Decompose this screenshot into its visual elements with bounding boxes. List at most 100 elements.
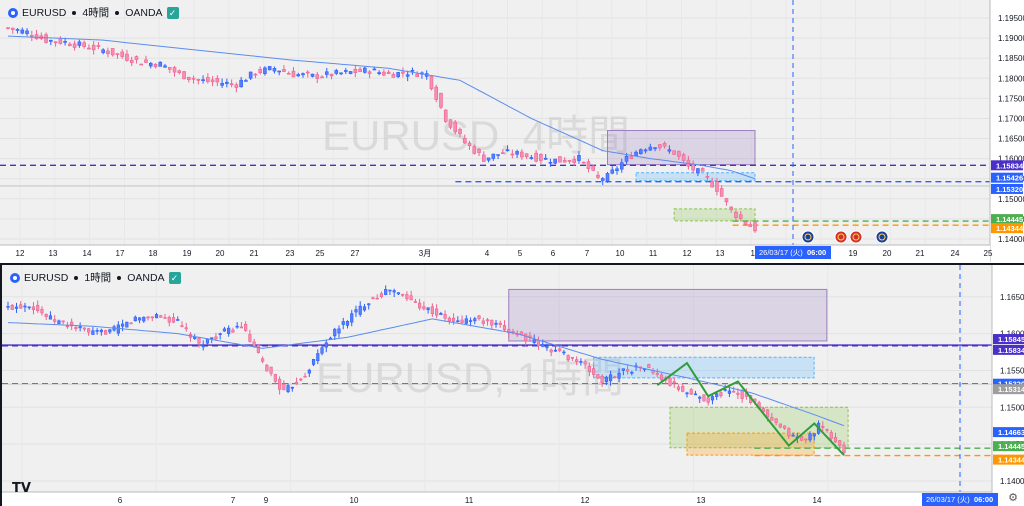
gear-icon[interactable]: ⚙ (1008, 492, 1018, 504)
candle-body (10, 27, 15, 30)
candle-body (485, 319, 490, 322)
chart-1h-canvas[interactable]: EURUSD, 1時間1.165001.160001.155001.150001… (2, 265, 1024, 506)
level-label-box (991, 223, 1023, 234)
candle-body (95, 330, 99, 332)
level-label-box (993, 344, 1024, 355)
candle-body (367, 303, 371, 306)
candle-body (572, 158, 576, 163)
candle-body (44, 314, 48, 317)
candle-body (553, 349, 558, 352)
candle-body (443, 314, 447, 319)
level-label-box (993, 427, 1024, 438)
candle-body (808, 433, 812, 441)
candle-body (524, 153, 529, 158)
candle-body (31, 306, 36, 311)
candle-body (299, 378, 303, 381)
candle-body (354, 309, 358, 313)
candle-body (426, 307, 430, 311)
candle-body (99, 329, 103, 333)
y-tick-label: 1.15000 (1000, 403, 1024, 412)
wave-line (656, 361, 845, 456)
x-tick-label: 19 (183, 249, 192, 258)
us-flag-icon (834, 230, 848, 244)
candle-body (634, 151, 638, 157)
cursor-date-label: 26/03/17 (火) (759, 248, 803, 257)
candle-body (294, 381, 299, 385)
candle-body (101, 49, 105, 53)
candle-body (447, 317, 451, 322)
time-axis (0, 245, 990, 262)
candle-body (738, 214, 743, 219)
candle-body (222, 328, 227, 332)
candle-body (167, 316, 171, 323)
candle-body (396, 292, 401, 295)
candle-body (729, 206, 734, 210)
candle-body (363, 67, 367, 73)
candle-body (698, 396, 702, 399)
candle-body (439, 92, 443, 108)
level-label: 1.15320 (996, 185, 1023, 194)
candle-body (49, 40, 53, 42)
candle-body (231, 329, 235, 333)
candle-body (375, 297, 379, 300)
candle-body (384, 288, 388, 295)
candle-body (180, 325, 184, 327)
candle-body (139, 63, 144, 66)
candle-body (286, 72, 291, 75)
candle-body (348, 71, 353, 74)
candle-body (53, 41, 58, 44)
candle-body (77, 41, 82, 46)
cursor-time-label: 06:00 (807, 248, 826, 257)
candle-body (14, 306, 19, 309)
chart-panel-4h[interactable]: EURUSD, 4時間1.195001.190001.185001.180001… (0, 0, 1024, 262)
level-label: 1.15845 (998, 335, 1024, 344)
chart-1h-header: EURUSD 1時間 OANDA ✓ (10, 270, 181, 285)
candle-body (558, 348, 562, 351)
candle-body (386, 71, 391, 74)
candle-body (324, 71, 329, 75)
candle-body (269, 366, 273, 374)
x-tick-label: 14 (83, 249, 92, 258)
candle-body (171, 317, 176, 323)
candle-body (205, 338, 210, 344)
candle-body (630, 371, 634, 374)
candle-body (201, 345, 205, 348)
candle-body (608, 374, 613, 382)
candle-body (761, 408, 765, 413)
candle-body (625, 369, 630, 372)
candle-body (659, 374, 664, 381)
candle-body (120, 51, 124, 57)
candle-body (282, 383, 286, 391)
candle-body (639, 149, 643, 155)
candle-body (429, 75, 434, 90)
candle-body (473, 318, 477, 322)
candle-body (462, 138, 467, 144)
chart-panel-1h[interactable]: EURUSD, 1時間1.165001.160001.155001.150001… (0, 263, 1024, 506)
candle-body (324, 342, 328, 348)
candle-body (532, 339, 536, 343)
symbol-name: EURUSD (24, 271, 69, 284)
candle-body (239, 326, 244, 329)
candle-body (494, 322, 498, 325)
x-tick-label: 21 (916, 249, 925, 258)
candle-body (443, 109, 448, 122)
candle-body (610, 169, 615, 174)
candle-body (581, 161, 586, 164)
chart-4h-canvas[interactable]: EURUSD, 4時間1.195001.190001.185001.180001… (0, 0, 1024, 262)
candle-body (643, 149, 648, 152)
x-tick-label: 24 (951, 249, 960, 258)
candle-body (320, 347, 324, 354)
candle-body (410, 69, 415, 72)
level-label-box (991, 172, 1023, 183)
tradingview-logo-icon[interactable]: TV (12, 481, 31, 496)
candle-body (65, 325, 70, 328)
candle-body (129, 322, 133, 325)
candle-body (320, 76, 324, 79)
y-tick-label: 1.19000 (998, 34, 1024, 43)
candle-body (685, 392, 689, 395)
level-label-box (991, 214, 1023, 225)
candle-body (507, 329, 511, 333)
candle-body (176, 319, 180, 321)
candle-body (239, 79, 243, 88)
candle-body (681, 385, 685, 392)
